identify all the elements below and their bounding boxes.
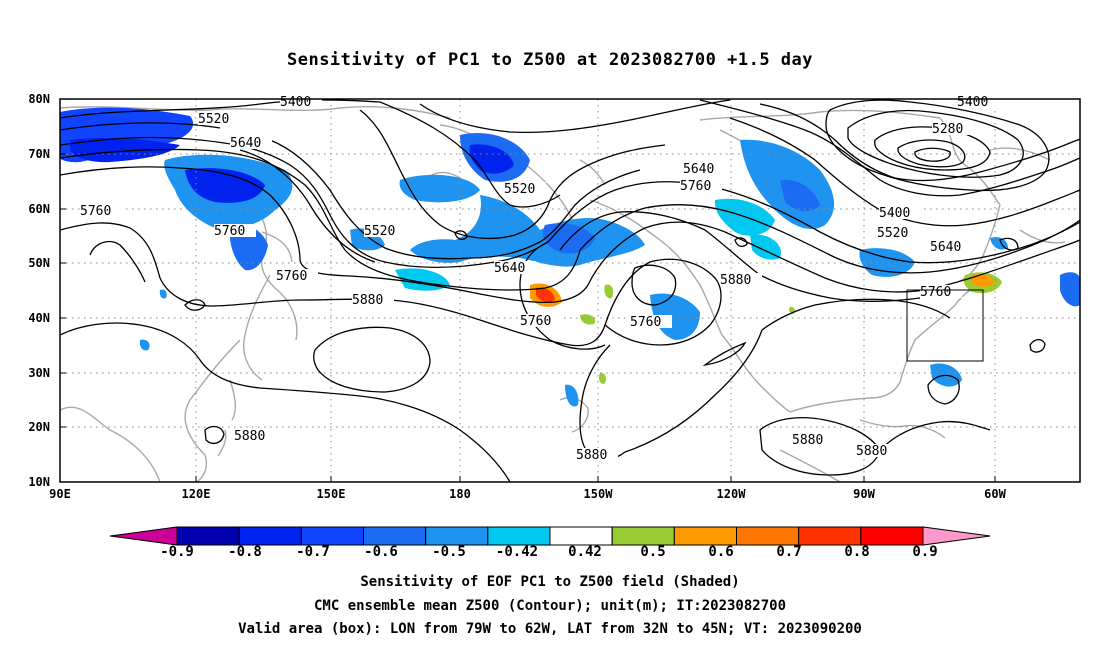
contour-label-5520-bering: 5520 <box>504 182 535 197</box>
colorbar-low-arrow <box>109 526 178 546</box>
contour-label-5760-gulf: 5760 <box>520 314 551 329</box>
contour-label-5760-far-west: 5760 <box>80 204 111 219</box>
colorbar-label-0.5: 0.5 <box>640 544 666 560</box>
colorbar-label-0.7: 0.7 <box>776 544 802 560</box>
lon-label-180: 180 <box>449 487 471 501</box>
lon-label-60w: 60W <box>984 487 1006 501</box>
contour-label-5760-canada: 5760 <box>680 179 711 194</box>
lat-label-70n: 70N <box>28 147 50 161</box>
colorbar-swatch <box>860 526 924 546</box>
contour-label-5520-hudson: 5520 <box>877 226 908 241</box>
z500-contours <box>60 99 1080 482</box>
lon-label-150w: 150W <box>583 487 613 501</box>
colorbar-swatch <box>425 526 489 546</box>
lat-label-80n: 80N <box>28 92 50 106</box>
contour-label-5400-east: 5400 <box>957 95 988 110</box>
map-frame <box>59 98 1081 483</box>
colorbar-swatch <box>363 526 427 546</box>
lat-label-20n: 20N <box>28 420 50 434</box>
contour-label-5880-hawaii: 5880 <box>576 448 607 463</box>
colorbar-label-m0.6: -0.6 <box>364 544 398 560</box>
lon-label-150e: 150E <box>316 487 346 501</box>
contour-label-5880-west-us: 5880 <box>720 273 751 288</box>
contour-label-5640-west: 5640 <box>230 136 261 151</box>
contour-labels: 5400 5520 5640 5760 5760 5760 5880 5520 … <box>80 95 999 463</box>
lon-label-90w: 90W <box>853 487 875 501</box>
contour-label-5880-pacific: 5880 <box>352 293 383 308</box>
valid-area-box <box>906 289 984 362</box>
lon-label-90e: 90E <box>49 487 71 501</box>
caption-line-3: Valid area (box): LON from 79W to 62W, L… <box>238 621 862 637</box>
colorbar-label-0.9: 0.9 <box>912 544 938 560</box>
colorbar-label-m0.8: -0.8 <box>228 544 262 560</box>
lat-label-30n: 30N <box>28 366 50 380</box>
colorbar-swatch <box>736 526 800 546</box>
colorbar-label-m0.9: -0.9 <box>160 544 194 560</box>
colorbar-swatch <box>549 526 613 546</box>
sensitivity-shading <box>60 107 1080 407</box>
chart-title: Sensitivity of PC1 to Z500 at 2023082700… <box>286 50 813 70</box>
contour-label-5520-kamchatka: 5520 <box>364 224 395 239</box>
contour-label-5640-canada: 5640 <box>683 162 714 177</box>
contour-label-5880-mexico: 5880 <box>792 433 823 448</box>
lat-label-40n: 40N <box>28 311 50 325</box>
colorbar-swatch <box>611 526 675 546</box>
colorbar-swatch <box>300 526 365 546</box>
colorbar-swatch <box>487 526 551 546</box>
lat-label-10n: 10N <box>28 475 50 489</box>
lon-label-120e: 120E <box>181 487 211 501</box>
colorbar-label-m0.5: -0.5 <box>432 544 466 560</box>
contour-label-5880-caribbean: 5880 <box>856 444 887 459</box>
lat-label-60n: 60N <box>28 202 50 216</box>
contour-label-5760-japan: 5760 <box>276 269 307 284</box>
axis-ticks <box>60 98 996 482</box>
contour-label-5400-west: 5400 <box>280 95 311 110</box>
contour-label-5400-hudson: 5400 <box>879 206 910 221</box>
contour-label-5280-low: 5280 <box>932 122 963 137</box>
caption-line-2: CMC ensemble mean Z500 (Contour); unit(m… <box>313 598 786 614</box>
colorbar-label-m0.42: -0.42 <box>495 544 539 560</box>
colorbar-label-0.6: 0.6 <box>708 544 734 560</box>
colorbar-label-0.8: 0.8 <box>844 544 870 560</box>
contour-label-5640-gulf: 5640 <box>494 261 525 276</box>
graticule <box>60 99 1080 482</box>
colorbar-swatch <box>238 526 302 546</box>
caption-line-1: Sensitivity of EOF PC1 to Z500 field (Sh… <box>360 574 740 590</box>
contour-label-5640-east: 5640 <box>930 240 961 255</box>
colorbar <box>109 526 991 546</box>
colorbar-swatch <box>176 526 240 546</box>
colorbar-high-arrow <box>922 526 991 546</box>
colorbar-swatch <box>798 526 862 546</box>
lon-label-120w: 120W <box>716 487 746 501</box>
colorbar-label-m0.7: -0.7 <box>296 544 330 560</box>
lat-label-50n: 50N <box>28 256 50 270</box>
colorbar-swatch <box>673 526 737 546</box>
contour-label-5760-asia: 5760 <box>214 224 245 239</box>
colorbar-label-0.42: 0.42 <box>568 544 602 560</box>
contour-label-5760-east: 5760 <box>920 285 951 300</box>
contour-label-5520-west: 5520 <box>198 112 229 127</box>
contour-label-5880-philippine: 5880 <box>234 429 265 444</box>
contour-label-5760-low: 5760 <box>630 315 661 330</box>
